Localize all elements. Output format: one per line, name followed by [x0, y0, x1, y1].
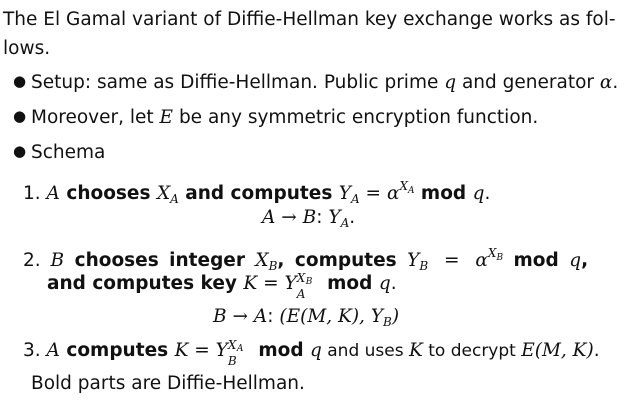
- bullet-schema: Schema: [31, 142, 106, 163]
- bullet-setup: Setup: same as Diffie-Hellman. Public pr…: [31, 72, 619, 93]
- step-1-message: A → B: YA.: [262, 207, 356, 230]
- step-1: 1. A chooses XA and computes YA = αXA mo…: [23, 179, 491, 206]
- bullet-dot: ●: [13, 142, 27, 160]
- bullet-moreover: Moreover, let E be any symmetric encrypt…: [31, 107, 539, 128]
- intro-line-1: The El Gamal variant of Diffie-Hellman k…: [3, 9, 616, 30]
- bullet-dot: ●: [13, 72, 27, 90]
- step-2-message: B → A: (E(M, K), YB): [213, 306, 400, 329]
- bullet-dot: ●: [13, 107, 27, 125]
- step-2-line-1: 2. B chooses integer XB, computes YB = α…: [23, 246, 589, 273]
- footer-note: Bold parts are Diffie-Hellman.: [31, 373, 305, 394]
- intro-line-2: lows.: [3, 38, 51, 59]
